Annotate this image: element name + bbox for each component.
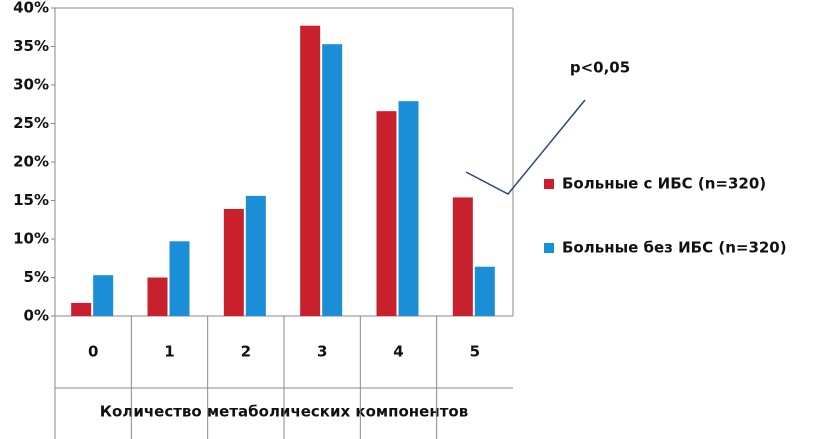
bar bbox=[71, 302, 92, 316]
bar bbox=[93, 275, 114, 316]
x-tick-label: 1 bbox=[164, 343, 174, 361]
bar bbox=[398, 101, 419, 316]
bar bbox=[223, 208, 244, 316]
y-tick-label: 15% bbox=[13, 191, 49, 209]
y-tick-label: 25% bbox=[13, 114, 49, 132]
annotation-line bbox=[465, 99, 586, 195]
y-tick-label: 35% bbox=[13, 37, 49, 55]
annotation: p<0,05 bbox=[570, 59, 630, 77]
bar bbox=[322, 44, 343, 316]
x-tick-label: 4 bbox=[393, 343, 403, 361]
legend-label: Больные с ИБС (n=320) bbox=[562, 175, 766, 193]
x-tick-label: 5 bbox=[470, 343, 480, 361]
bar bbox=[300, 25, 321, 317]
legend-swatch bbox=[544, 243, 554, 253]
y-tick-label: 20% bbox=[13, 153, 49, 171]
legend-swatch bbox=[544, 179, 554, 189]
bar bbox=[169, 241, 190, 316]
bar bbox=[147, 277, 168, 316]
bar bbox=[245, 195, 266, 316]
y-tick-label: 40% bbox=[13, 0, 49, 17]
y-tick-label: 10% bbox=[13, 230, 49, 248]
bar bbox=[474, 266, 495, 316]
bar bbox=[452, 197, 473, 316]
x-tick-label: 0 bbox=[88, 343, 98, 361]
y-tick-label: 0% bbox=[24, 307, 49, 325]
y-tick-label: 5% bbox=[24, 268, 49, 286]
bar bbox=[376, 111, 397, 317]
y-tick-label: 30% bbox=[13, 76, 49, 94]
legend-label: Больные без ИБС (n=320) bbox=[562, 239, 787, 257]
x-tick-label: 2 bbox=[241, 343, 251, 361]
x-tick-label: 3 bbox=[317, 343, 327, 361]
